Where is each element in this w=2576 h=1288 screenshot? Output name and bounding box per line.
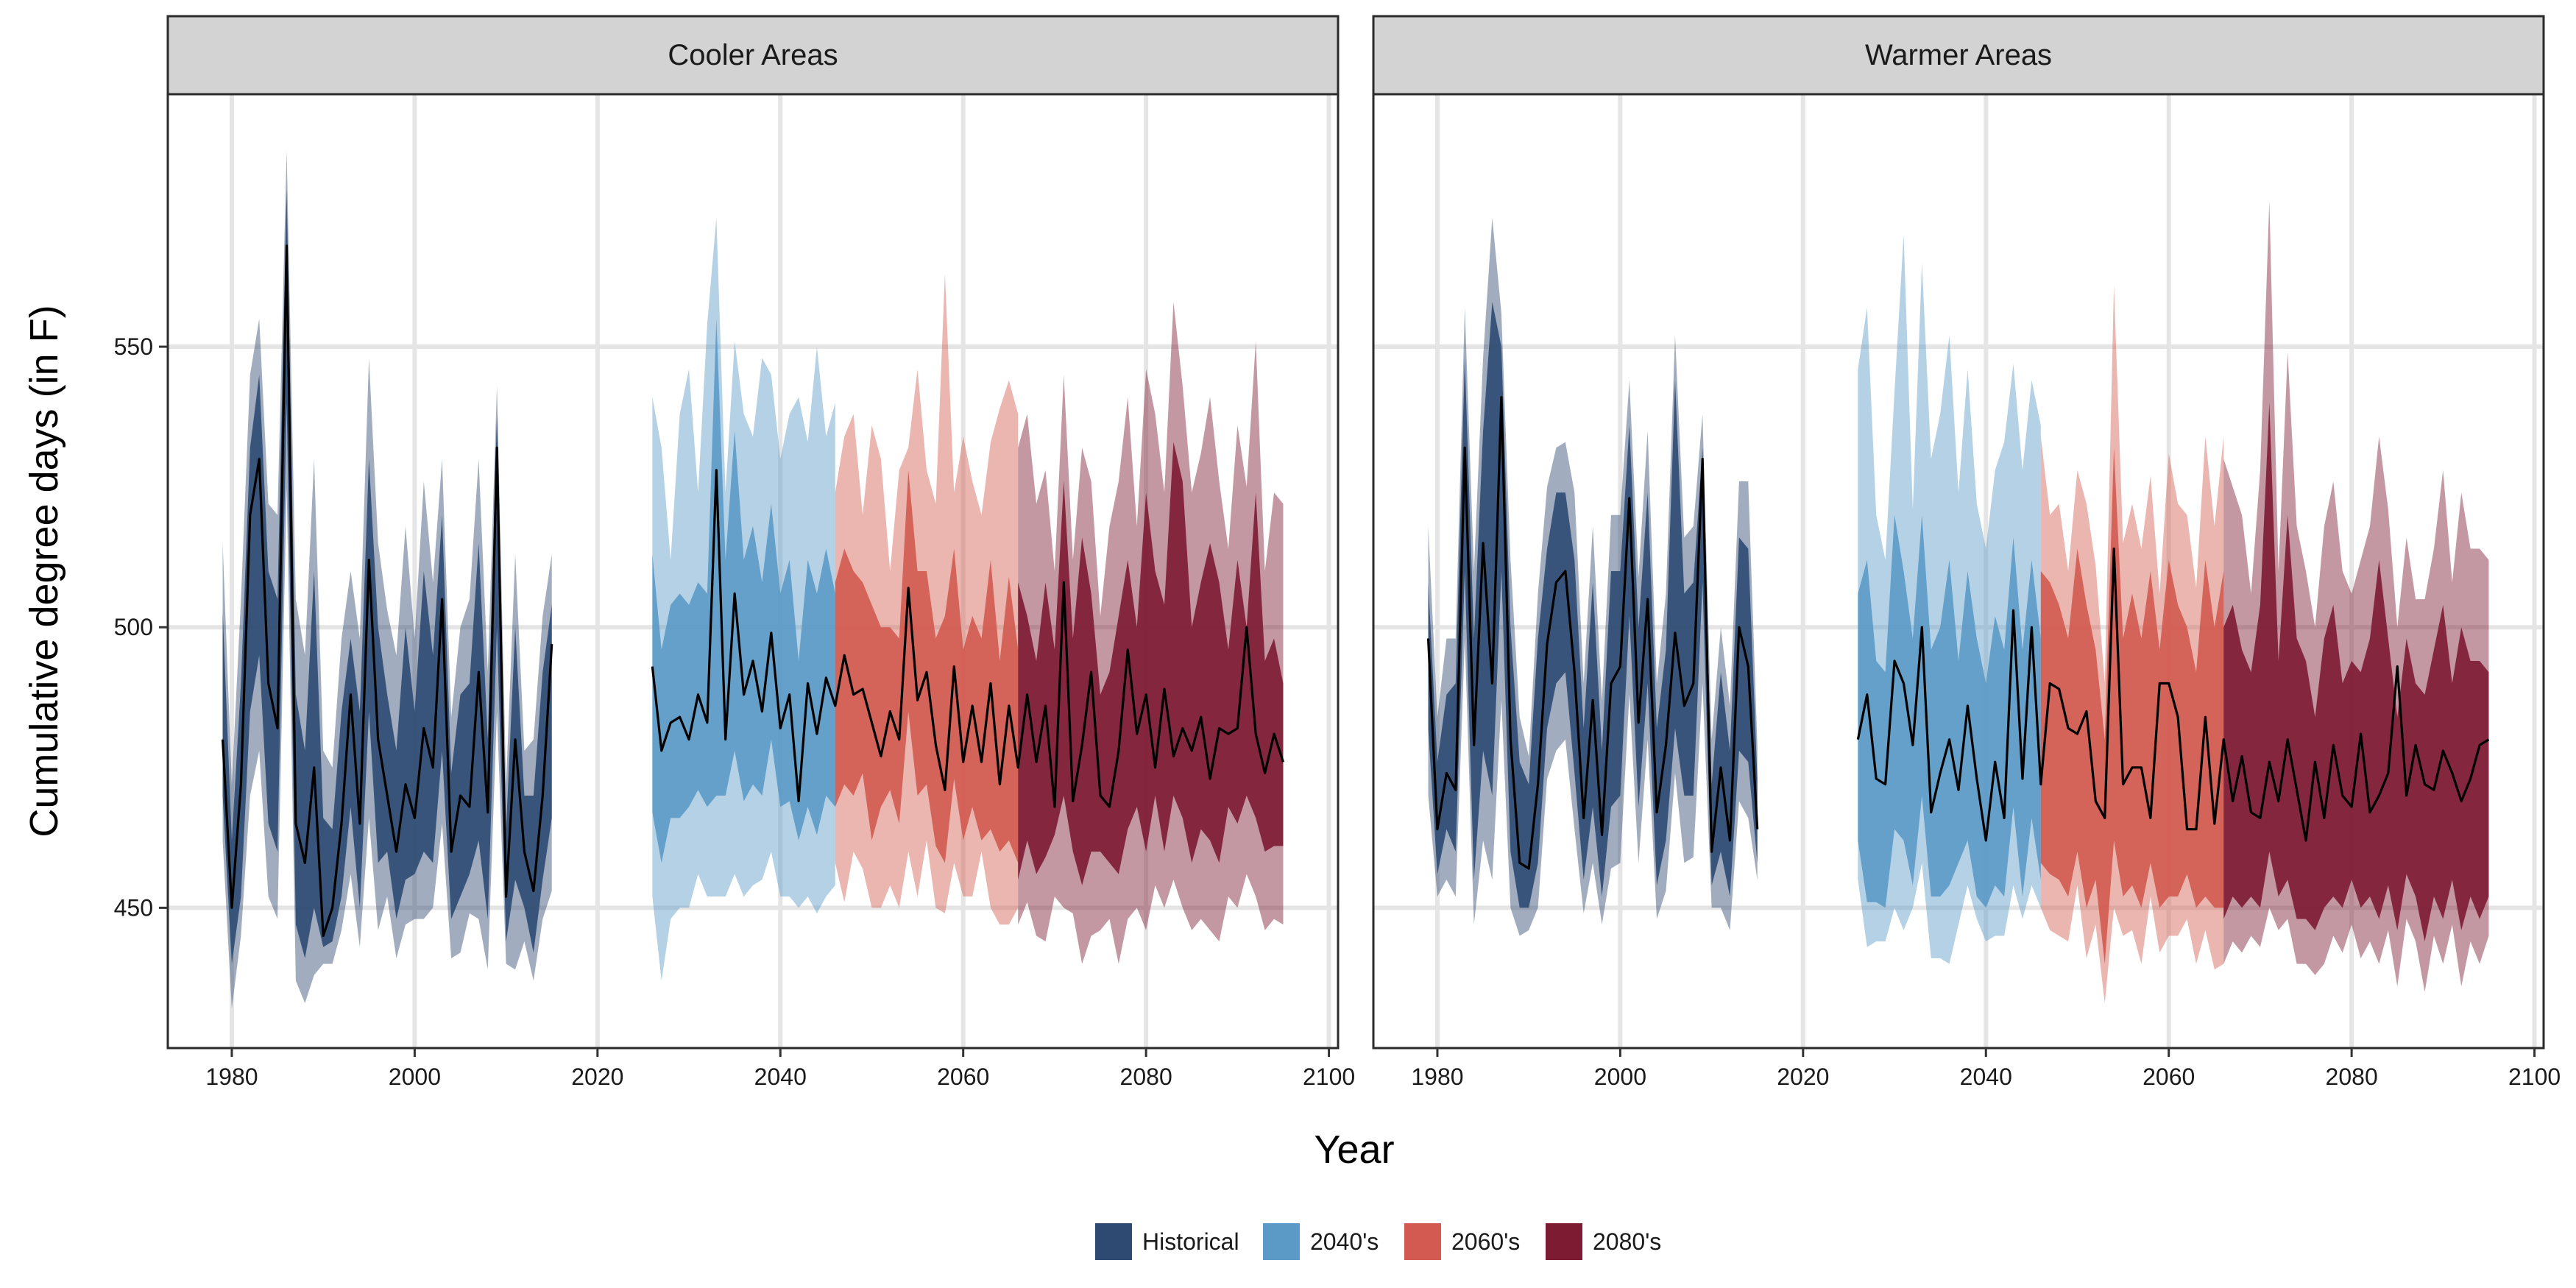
panel-title-warmer: Warmer Areas <box>1865 39 2052 71</box>
band-inner-2040-s-warmer-areas <box>1858 514 2041 908</box>
x-tick-label-2100-warmer-areas: 2100 <box>2508 1064 2561 1090</box>
x-tick-label-2040-cooler-areas: 2040 <box>754 1064 807 1090</box>
x-axis-title: Year <box>1314 1128 1394 1172</box>
panel-border-cooler <box>166 93 1340 1050</box>
panel-warmer-areas: Warmer Areas <box>1372 15 2545 1050</box>
y-tick-label-550: 550 <box>114 333 153 360</box>
band-inner-2060-s-cooler-areas <box>835 470 1019 863</box>
legend-swatch-2060-s <box>1404 1223 1441 1260</box>
legend-swatch-2080-s <box>1546 1223 1582 1260</box>
panel-cooler-areas: Cooler Areas <box>166 15 1340 1050</box>
legend: Historical 2040's 2060's 2080's <box>1095 1223 1661 1260</box>
legend-label-2060-s: 2060's <box>1451 1228 1520 1255</box>
median-line-projection-cooler-areas <box>651 469 1284 808</box>
x-tick-label-2060-cooler-areas: 2060 <box>937 1064 989 1090</box>
plot-area-warmer <box>1373 94 2544 1048</box>
x-tick-label-2100-cooler-areas: 2100 <box>1303 1064 1355 1090</box>
x-tick-label-2020-cooler-areas: 2020 <box>571 1064 623 1090</box>
x-tick-label-2080-cooler-areas: 2080 <box>1120 1064 1172 1090</box>
x-tick-label-2000-cooler-areas: 2000 <box>389 1064 441 1090</box>
panel-border-warmer <box>1372 93 2545 1050</box>
legend-label-2080-s: 2080's <box>1593 1228 1661 1255</box>
median-line-historical-cooler-areas <box>221 244 553 938</box>
median-line-projection-warmer-areas <box>1856 547 2490 842</box>
band-inner-2080-s-warmer-areas <box>2223 403 2489 942</box>
band-inner-historical-cooler-areas <box>222 189 552 964</box>
legend-label-historical: Historical <box>1142 1228 1239 1255</box>
panel-title-cooler: Cooler Areas <box>668 39 838 71</box>
band-inner-2040-s-cooler-areas <box>652 318 835 863</box>
panel-strip-cooler <box>166 15 1340 96</box>
x-tick-label-1980-warmer-areas: 1980 <box>1411 1064 1463 1090</box>
y-axis-title: Cumulative degree days (in F) <box>22 305 66 837</box>
panel-strip-warmer <box>1372 15 2545 96</box>
band-inner-2060-s-warmer-areas <box>2040 447 2224 964</box>
x-tick-label-2020-warmer-areas: 2020 <box>1777 1064 1829 1090</box>
x-tick-label-2000-warmer-areas: 2000 <box>1594 1064 1646 1090</box>
y-tick-label-500: 500 <box>114 614 153 640</box>
axes-layer: 1980 2000 2020 2040 2060 2080 2100 450 500 550 198… <box>114 333 2561 1090</box>
x-tick-label-2080-warmer-areas: 2080 <box>2326 1064 2378 1090</box>
x-tick-label-2060-warmer-areas: 2060 <box>2142 1064 2195 1090</box>
median-line-historical-warmer-areas <box>1426 396 1759 870</box>
plot-area-cooler <box>168 94 1338 1048</box>
y-tick-label-450: 450 <box>114 894 153 921</box>
band-inner-2080-s-cooler-areas <box>1018 442 1284 885</box>
legend-label-2040-s: 2040's <box>1310 1228 1379 1255</box>
x-tick-label-2040-warmer-areas: 2040 <box>1960 1064 2012 1090</box>
legend-swatch-historical <box>1095 1223 1132 1260</box>
x-tick-label-1980-cooler-areas: 1980 <box>205 1064 258 1090</box>
band-inner-historical-warmer-areas <box>1428 302 1758 908</box>
legend-swatch-2040-s <box>1263 1223 1300 1260</box>
